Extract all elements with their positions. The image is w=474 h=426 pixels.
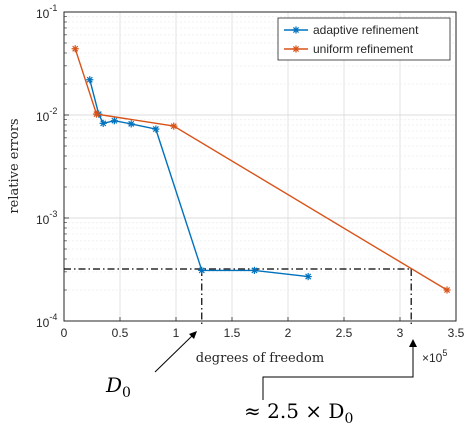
data-point-1 [92,110,101,118]
plot-frame [63,11,457,322]
marker-stroke [198,267,205,274]
d0-arrow-line [154,334,194,373]
x-tick-label: 0.5 [112,326,129,340]
data-point-0 [127,120,135,128]
series-line-1 [74,48,448,291]
d0-label: D0 [105,373,131,401]
x-multiplier-base: ×10 [422,351,443,365]
y-tick-base: 10 [36,213,50,227]
marker-stroke [152,126,159,133]
y-axis-label: relative errors [7,118,22,213]
marker-stroke [111,117,118,124]
legend-label: adaptive refinement [313,23,419,37]
y-tick-label: 10-2 [36,106,57,124]
series-line-0 [89,79,309,278]
reference-lines [64,268,412,325]
legend-label: uniform refinement [313,42,414,56]
data-point-0 [250,266,258,274]
x-tick-label: 1 [173,326,180,340]
marker-stroke [100,120,107,127]
y-tick-exp: -2 [49,106,57,116]
y-tick-label: 10-1 [36,3,57,21]
y-tick-exp: -3 [49,209,57,219]
marker-stroke [292,26,300,34]
marker-stroke [251,267,258,274]
data-point-0 [99,119,107,127]
marker-stroke [305,273,312,280]
data-point-0 [304,272,312,281]
approx-arrow-line [262,344,414,400]
marker-stroke [444,286,451,294]
series [71,45,451,294]
annotation-d0: D0 [105,331,197,401]
approx-label: ≈ 2.5 × D0 [244,399,353,426]
legend-marker [292,45,300,53]
x-tick-label: 0 [61,326,68,340]
marker-stroke [86,76,93,83]
x-axis-label: degrees of freedom [196,351,324,366]
data-point-1 [170,122,178,130]
x-tick-label: 2 [285,326,292,340]
y-tick-base: 10 [36,316,50,330]
y-tick-base: 10 [36,110,50,124]
x-multiplier-exp: 5 [442,348,447,358]
data-point-1 [443,286,451,294]
ticks: 0 0.5 1 1.5 2 2.5 3 3.510-110-210-310-4 [36,3,465,340]
y-tick-label: 10-4 [36,312,57,330]
x-tick-label: 3 [397,326,404,340]
y-tick-exp: -4 [49,312,57,322]
data-point-0 [198,266,206,274]
data-point-1 [71,45,79,53]
y-tick-label: 10-3 [36,209,57,227]
y-tick-exp: -1 [49,3,57,13]
x-multiplier: ×105 [422,348,447,365]
marker-stroke [93,111,100,118]
marker-stroke [72,45,79,52]
x-tick-label: 1.5 [224,326,241,340]
legend: adaptive refinement uniform refinement [277,17,451,61]
x-tick-label: 3.5 [448,326,465,340]
marker-stroke [128,120,135,127]
marker-stroke [292,45,300,53]
d0-arrow-head [189,331,197,339]
data-point-0 [152,125,160,133]
annotation-approx: ≈ 2.5 × D0 [244,339,417,426]
y-tick-base: 10 [36,7,50,21]
data-point-0 [110,117,118,125]
grid [64,12,456,321]
legend-box [277,17,451,61]
legend-marker [292,26,300,34]
data-point-0 [86,76,94,84]
marker-stroke [170,123,177,130]
x-tick-label: 2.5 [336,326,353,340]
approx-arrow-head [409,339,417,347]
